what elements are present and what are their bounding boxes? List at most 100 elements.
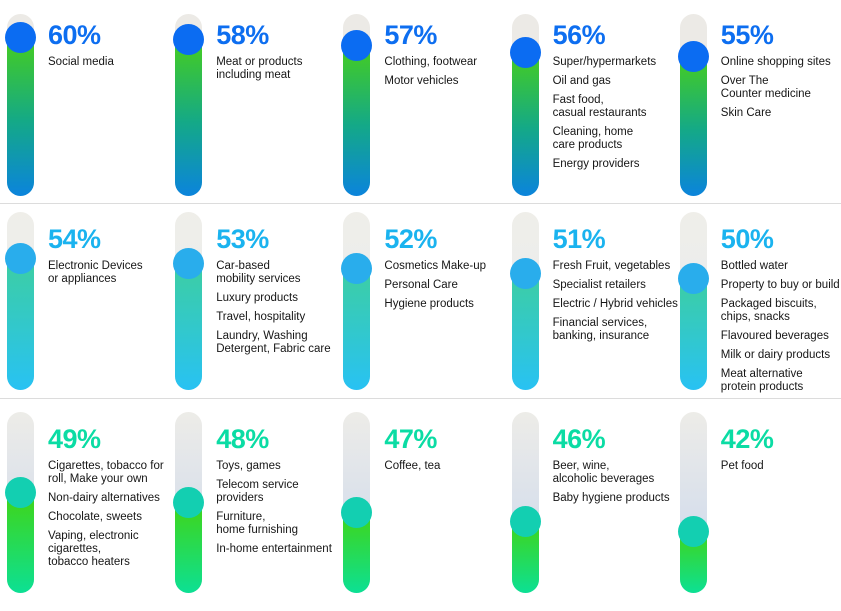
gauge-ball — [677, 516, 709, 547]
gauge-ball — [509, 37, 541, 68]
gauge-ball — [5, 22, 36, 53]
thermometer-gauge — [341, 14, 373, 196]
thermometer-gauge — [173, 14, 205, 196]
thermometer-gauge — [5, 212, 36, 390]
percent-value: 50% — [720, 224, 774, 254]
percent-value: 42% — [720, 424, 774, 454]
gauge-cell: 58% Meat or products including meat — [168, 0, 336, 203]
gauge-cell: 55% Online shopping sites Over The Counter… — [673, 0, 841, 203]
gauge-ball — [341, 497, 373, 528]
percent-value: 49% — [48, 424, 101, 454]
percent-value: 57% — [384, 20, 437, 50]
gauge-cell: 51% Fresh Fruit, vegetables Specialist ret… — [505, 204, 678, 398]
gauge-ball — [5, 477, 36, 508]
thermometer-gauge — [341, 412, 373, 593]
category-label: Bottled water — [720, 260, 788, 272]
gauge-ball — [509, 258, 541, 289]
category-label: Cleaning, home care products — [552, 126, 634, 151]
category-label: Energy providers — [552, 158, 640, 170]
percent-value: 48% — [216, 424, 269, 454]
gauge-content: 48% Toys, games Telecom service providers F… — [216, 399, 340, 562]
category-label: Luxury products — [216, 292, 299, 304]
gauge-row-1: 60% Social media 58% Meat or products inclu… — [0, 0, 841, 203]
gauge-content: 54% Electronic Devices or appliances — [48, 204, 172, 292]
category-label: Milk or dairy products — [720, 349, 831, 361]
category-label: Financial services, banking, insurance — [552, 317, 650, 342]
gauge-content: 53% Car-based mobility services Luxury pro… — [216, 204, 340, 362]
gauge-ball — [677, 263, 709, 294]
gauge-cell: 47% Coffee, tea — [336, 399, 504, 611]
gauge-content: 49% Cigarettes, tobacco for roll, Make yo… — [48, 399, 172, 575]
gauge-row-2: 54% Electronic Devices or appliances 53% Ca… — [0, 203, 841, 398]
gauge-row-3: 49% Cigarettes, tobacco for roll, Make yo… — [0, 398, 841, 611]
category-list: Pet food — [721, 460, 841, 473]
category-label: Beer, wine, alcoholic beverages — [552, 460, 655, 485]
category-label: Motor vehicles — [384, 75, 459, 87]
thermometer-gauge — [173, 212, 205, 390]
category-label: Chocolate, sweets — [48, 511, 142, 523]
thermometer-gauge — [677, 14, 709, 196]
category-label: Online shopping sites — [720, 56, 831, 68]
gauge-cell: 48% Toys, games Telecom service providers F… — [168, 399, 336, 611]
category-label: Property to buy or build — [720, 279, 840, 291]
percent-value: 51% — [552, 224, 606, 254]
gauge-cell: 53% Car-based mobility services Luxury pro… — [168, 204, 336, 398]
category-label: Baby hygiene products — [552, 492, 670, 504]
thermometer-gauge — [509, 14, 541, 196]
percent-value: 55% — [720, 20, 774, 50]
category-list: Super/hypermarkets Oil and gas Fast food, … — [553, 56, 677, 171]
percent-value: 46% — [552, 424, 606, 454]
gauge-fill — [175, 32, 203, 196]
category-list: Car-based mobility services Luxury produc… — [216, 260, 340, 356]
category-label: Telecom service providers — [216, 479, 299, 504]
gauge-content: 47% Coffee, tea — [384, 399, 508, 479]
gauge-cell: 52% Cosmetics Make-up Personal Care Hygiene… — [336, 204, 504, 398]
category-label: Furniture, home furnishing — [216, 511, 299, 536]
thermometer-gauge — [5, 14, 36, 196]
gauge-ball — [173, 248, 205, 279]
category-label: Pet food — [720, 460, 764, 472]
category-label: Car-based mobility services — [216, 260, 301, 285]
gauge-content: 52% Cosmetics Make-up Personal Care Hygiene… — [384, 204, 508, 317]
category-label: Electronic Devices or appliances — [48, 260, 143, 285]
gauge-cell: 57% Clothing, footwear Motor vehicles — [336, 0, 504, 203]
gauge-cell: 54% Electronic Devices or appliances — [0, 204, 168, 398]
gauge-fill — [7, 30, 34, 196]
gauge-ball — [341, 253, 373, 284]
category-list: Meat or products including meat — [216, 56, 340, 82]
gauge-fill — [343, 38, 371, 196]
category-list: Beer, wine, alcoholic beverages Baby hygi… — [553, 460, 677, 505]
thermometer-gauge — [509, 212, 541, 390]
gauge-cell: 60% Social media — [0, 0, 168, 203]
percent-value: 58% — [216, 20, 269, 50]
category-label: Non-dairy alternatives — [48, 492, 160, 504]
gauge-ball — [5, 243, 36, 274]
thermometer-gauge — [677, 212, 709, 390]
gauge-cell: 49% Cigarettes, tobacco for roll, Make yo… — [0, 399, 168, 611]
category-label: Fresh Fruit, vegetables — [552, 260, 671, 272]
category-list: Cosmetics Make-up Personal Care Hygiene pr… — [384, 260, 508, 311]
category-label: Specialist retailers — [552, 279, 646, 291]
gauge-content: 57% Clothing, footwear Motor vehicles — [384, 0, 508, 94]
gauge-ball — [677, 41, 709, 72]
category-label: Flavoured beverages — [720, 330, 829, 342]
gauge-fill — [7, 251, 34, 390]
gauge-content: 56% Super/hypermarkets Oil and gas Fast foo… — [553, 0, 677, 177]
gauge-ball — [341, 30, 373, 61]
gauge-ball — [509, 506, 541, 537]
percent-value: 60% — [48, 20, 101, 50]
percent-value: 53% — [216, 224, 269, 254]
percent-value: 56% — [552, 20, 606, 50]
gauge-cell: 56% Super/hypermarkets Oil and gas Fast foo… — [505, 0, 673, 203]
category-label: Social media — [48, 56, 114, 68]
category-label: Cosmetics Make-up — [384, 260, 487, 272]
gauge-content: 46% Beer, wine, alcoholic beverages Baby h… — [553, 399, 677, 511]
percent-value: 47% — [384, 424, 437, 454]
category-label: Travel, hospitality — [216, 311, 306, 323]
thermometer-gauge — [341, 212, 373, 390]
category-label: Coffee, tea — [384, 460, 441, 472]
percent-value: 54% — [48, 224, 101, 254]
gauge-content: 50% Bottled water Property to buy or build… — [721, 204, 841, 400]
